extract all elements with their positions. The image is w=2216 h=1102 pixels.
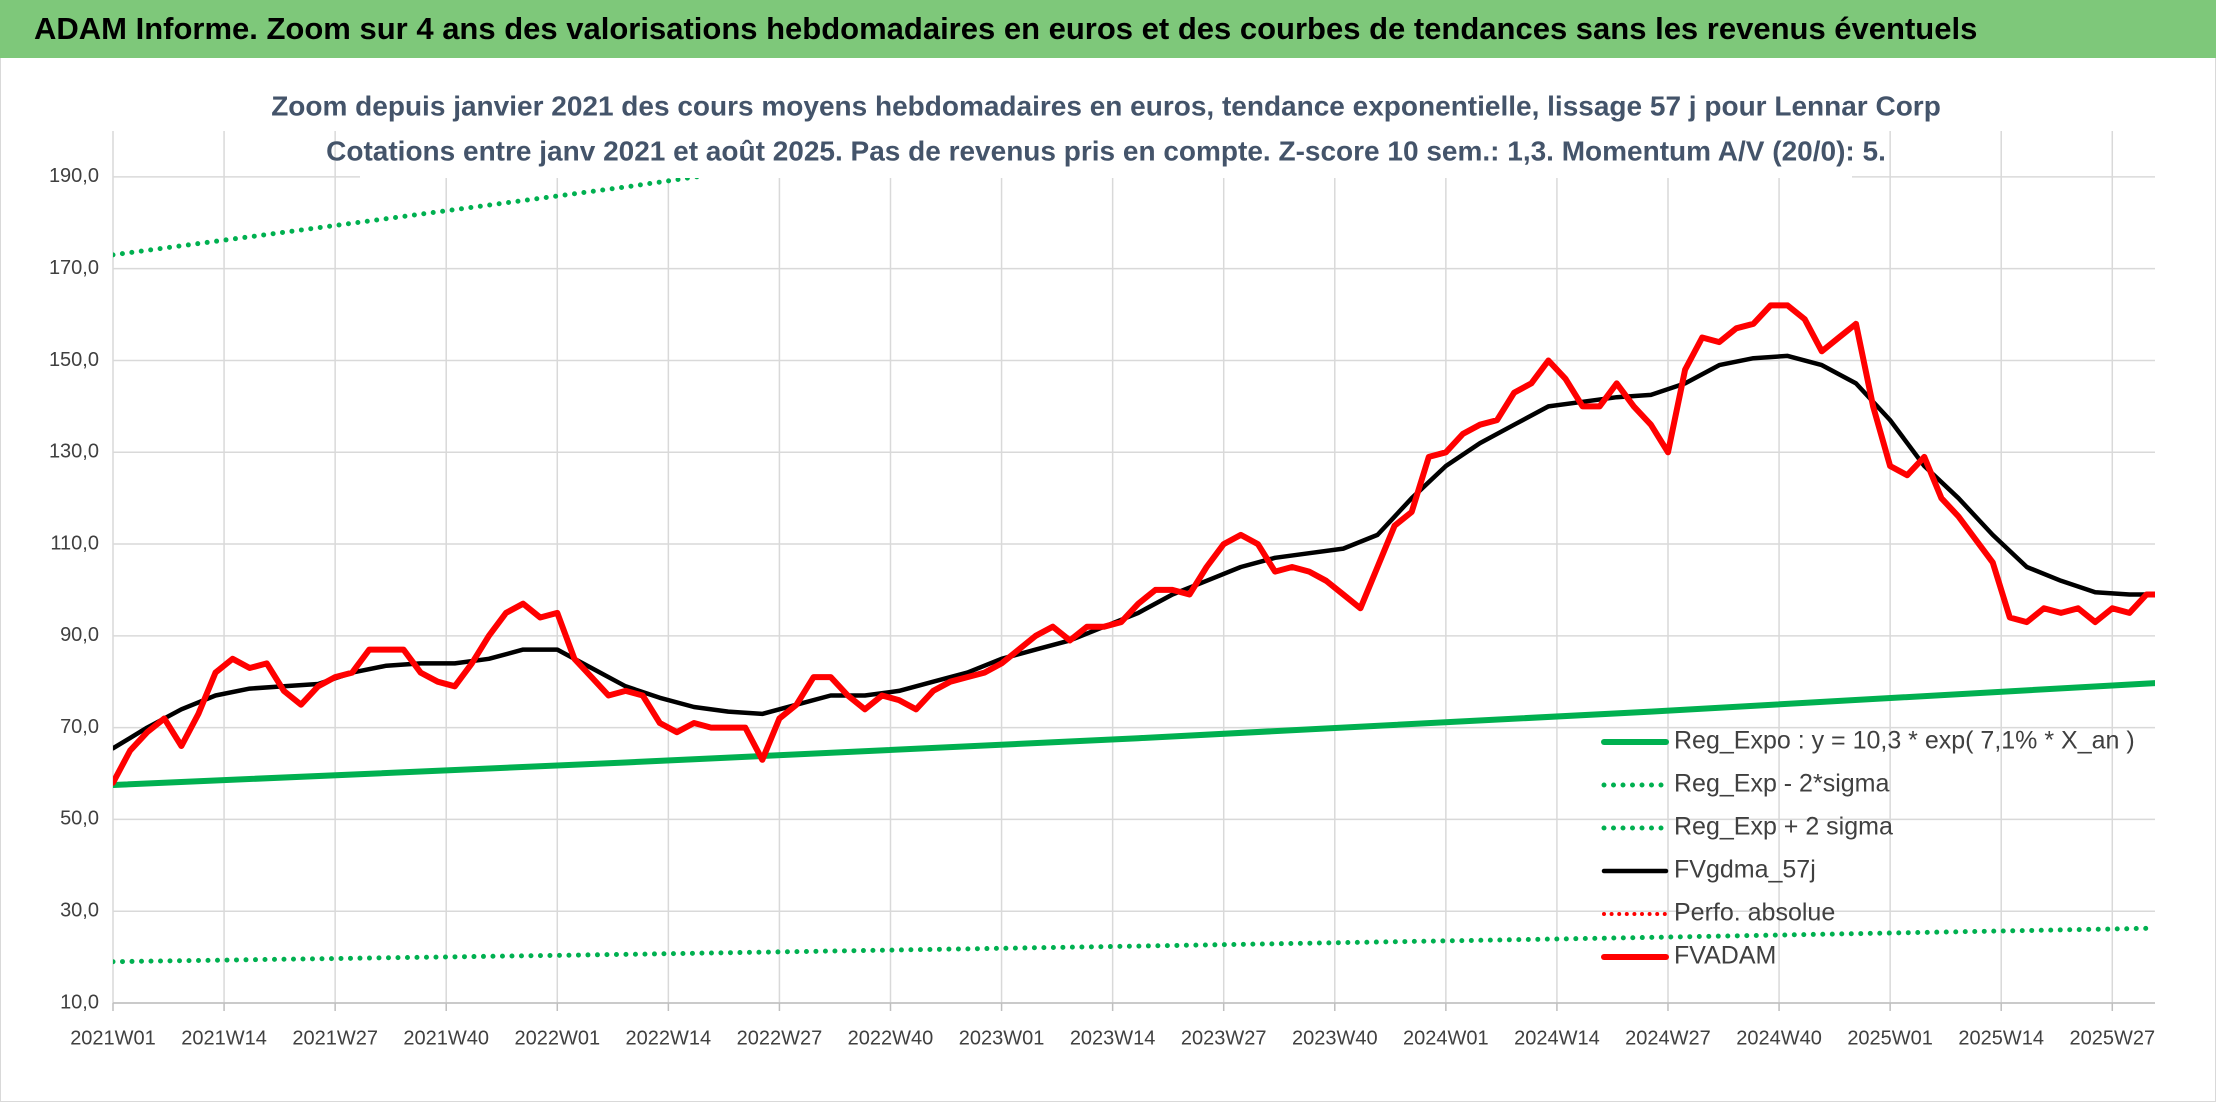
legend-label: FVADAM	[1674, 942, 1776, 970]
y-tick-label: 130,0	[49, 441, 99, 463]
chart-subtitle: Cotations entre janv 2021 et août 2025. …	[326, 135, 1886, 166]
x-tick-label: 2021W27	[292, 1027, 378, 1049]
x-tick-label: 2024W14	[1514, 1027, 1600, 1049]
x-tick-label: 2023W14	[1070, 1027, 1156, 1049]
y-tick-label: 30,0	[60, 899, 99, 921]
x-tick-label: 2025W01	[1847, 1027, 1933, 1049]
x-tick-label: 2022W40	[848, 1027, 934, 1049]
x-tick-label: 2022W14	[626, 1027, 712, 1049]
x-tick-label: 2024W01	[1403, 1027, 1489, 1049]
x-tick-label: 2025W14	[1958, 1027, 2044, 1049]
title-box	[360, 84, 1852, 178]
x-tick-label: 2021W14	[181, 1027, 267, 1049]
legend-label: Reg_Exp + 2 sigma	[1674, 813, 1893, 841]
y-tick-label: 70,0	[60, 716, 99, 738]
legend-label: Reg_Expo : y = 10,3 * exp( 7,1% * X_an )	[1674, 727, 2135, 755]
series-line	[113, 680, 2155, 788]
header-bar	[0, 0, 2216, 58]
x-tick-label: 2024W40	[1736, 1027, 1822, 1049]
x-tick-label: 2023W40	[1292, 1027, 1378, 1049]
x-tick-label: 2021W40	[403, 1027, 489, 1049]
x-tick-label: 2025W27	[2069, 1027, 2155, 1049]
series-line	[113, 925, 2155, 965]
x-tick-label: 2022W01	[514, 1027, 600, 1049]
y-tick-label: 110,0	[50, 532, 99, 554]
series-line	[113, 302, 2155, 786]
y-tick-label: 190,0	[49, 165, 99, 187]
grid	[112, 131, 2155, 1004]
header-title: ADAM Informe. Zoom sur 4 ans des valoris…	[34, 11, 1977, 46]
x-tick-label: 2024W27	[1625, 1027, 1711, 1049]
x-tick-label: 2023W27	[1181, 1027, 1267, 1049]
legend-label: Perfo. absolue	[1674, 899, 1835, 927]
y-tick-label: 10,0	[60, 991, 99, 1013]
chart-title: Zoom depuis janvier 2021 des cours moyen…	[271, 90, 1941, 121]
y-tick-label: 90,0	[60, 624, 99, 646]
legend: Reg_Expo : y = 10,3 * exp( 7,1% * X_an )…	[1601, 727, 2135, 970]
y-tick-label: 170,0	[49, 257, 99, 279]
x-tick-label: 2022W27	[737, 1027, 823, 1049]
legend-label: Reg_Exp - 2*sigma	[1674, 770, 1889, 798]
axes: 10,0 30,0 50,0 70,0 90,0 110,0 130,0 150,0 170,0…	[49, 165, 2155, 1049]
legend-label: FVgdma_57j	[1674, 856, 1816, 884]
y-tick-label: 150,0	[49, 349, 99, 371]
x-tick-label: 2021W01	[70, 1027, 156, 1049]
y-tick-label: 50,0	[60, 808, 99, 830]
plot-area	[113, 131, 2155, 965]
x-tick-label: 2023W01	[959, 1027, 1045, 1049]
series-line	[113, 353, 2155, 751]
